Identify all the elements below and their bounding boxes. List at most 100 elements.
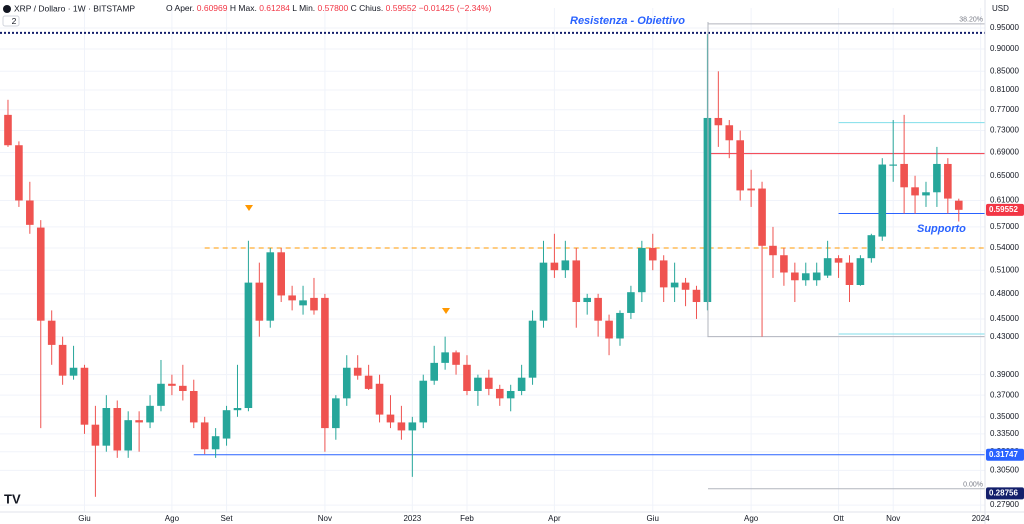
candle-body [58, 344, 67, 376]
candle-body [823, 258, 832, 276]
candle-body [659, 260, 668, 288]
candle-body [834, 258, 843, 263]
y-tick-label: 0.77000 [990, 105, 1019, 114]
x-tick-label: 2023 [403, 514, 421, 523]
candle-body [933, 163, 941, 193]
candle-body [430, 362, 438, 381]
x-tick-label: Set [221, 514, 234, 523]
y-tick-label: 0.90000 [990, 44, 1019, 53]
candle-body [80, 367, 89, 425]
ohlc-label: Max. [238, 3, 256, 13]
candle-body [211, 436, 220, 450]
price-label-box [986, 448, 1024, 461]
candle-body [463, 364, 471, 391]
candle-body [550, 262, 559, 271]
candle-body [113, 408, 122, 451]
candle-body [780, 255, 788, 273]
price-label: 0.59552 [989, 205, 1018, 214]
currency: USD [992, 4, 1009, 13]
y-tick-label: 0.33500 [990, 429, 1019, 438]
candle-body [539, 262, 548, 321]
y-tick-label: 0.48000 [990, 289, 1019, 298]
candle-body [845, 262, 854, 285]
candle-body [321, 297, 329, 429]
candles [4, 34, 963, 497]
candle-body [91, 424, 100, 446]
candle-body [944, 163, 952, 199]
candle-body [638, 247, 646, 293]
ohlc-key: O [166, 3, 173, 13]
price-label: 0.28756 [989, 488, 1018, 497]
candle-body [375, 383, 384, 415]
candle-body [812, 272, 821, 281]
y-tick-label: 0.51000 [990, 265, 1019, 274]
candle-body [179, 385, 187, 391]
candle-body [47, 320, 56, 345]
axes: 0.95000 0.90000 0.85000 0.81000 0.77000 0.730… [78, 23, 1024, 523]
price-label-box [986, 203, 1024, 216]
candle-body [157, 383, 165, 406]
candle-body [714, 117, 723, 126]
candle-body [561, 260, 570, 271]
y-tick-label: 0.43000 [990, 332, 1019, 341]
badge-text[interactable]: 2 [12, 16, 17, 26]
candle-body [408, 422, 417, 431]
x-tick-label: Apr [548, 514, 561, 523]
ohlc-label: Chius. [359, 3, 383, 13]
ohlc-change: −0.01425 (−2.34%) [419, 3, 492, 13]
ohlc-value: 0.60969 [197, 3, 228, 13]
candle-body [485, 377, 493, 389]
candle-body [124, 420, 132, 451]
candle-body [681, 282, 690, 290]
candle-body [474, 377, 482, 391]
arrow [245, 205, 253, 211]
y-tick-label: 0.30500 [990, 466, 1019, 475]
y-tick-label: 0.35000 [990, 412, 1019, 421]
candle-body [419, 380, 428, 423]
candle-body [791, 272, 799, 281]
candle-body [889, 164, 897, 166]
ohlc-key: H [230, 3, 236, 13]
candle-body [856, 258, 865, 285]
candle-body [528, 320, 537, 378]
ohlc-value: 0.59552 [386, 3, 417, 13]
symbol: XRP / Dollaro · 1W · BITSTAMP [14, 3, 135, 13]
candle-body [517, 377, 526, 391]
candle-body [353, 367, 362, 376]
y-tick-label: 0.45000 [990, 314, 1019, 323]
candle-body [627, 292, 635, 313]
candle-body [692, 289, 701, 303]
candle-body [725, 125, 734, 141]
candle-body [616, 312, 624, 339]
x-tick-label: Ott [833, 514, 844, 523]
candle-body [189, 390, 198, 423]
y-tick-label: 0.69000 [990, 148, 1019, 157]
candle-body [26, 200, 34, 225]
candle-body [102, 408, 111, 446]
y-tick-label: 0.39000 [990, 370, 1019, 379]
candle-body [233, 408, 242, 411]
symbol-icon [3, 5, 11, 13]
badge[interactable] [2, 15, 20, 27]
candle-body [867, 235, 876, 259]
candle-body [299, 300, 307, 306]
ohlc-value: 0.61284 [259, 3, 290, 13]
candle-body [222, 410, 231, 439]
levels: 38.20% 0.00% [0, 17, 985, 490]
candle-body [495, 388, 504, 399]
candle-body [878, 164, 887, 237]
candle-body [255, 282, 264, 321]
candle-body [386, 414, 395, 423]
ohlc-value: 0.57800 [318, 3, 349, 13]
price-label-box [986, 487, 1024, 500]
candle-body [769, 245, 777, 256]
candle-body [801, 273, 810, 281]
candle-body [911, 187, 919, 196]
candle-body [747, 188, 755, 191]
candle-body [954, 200, 963, 210]
candle-body [244, 282, 253, 409]
y-tick-label: 0.73000 [990, 126, 1019, 135]
y-tick-label: 0.57000 [990, 222, 1019, 231]
candle-body [168, 383, 176, 386]
